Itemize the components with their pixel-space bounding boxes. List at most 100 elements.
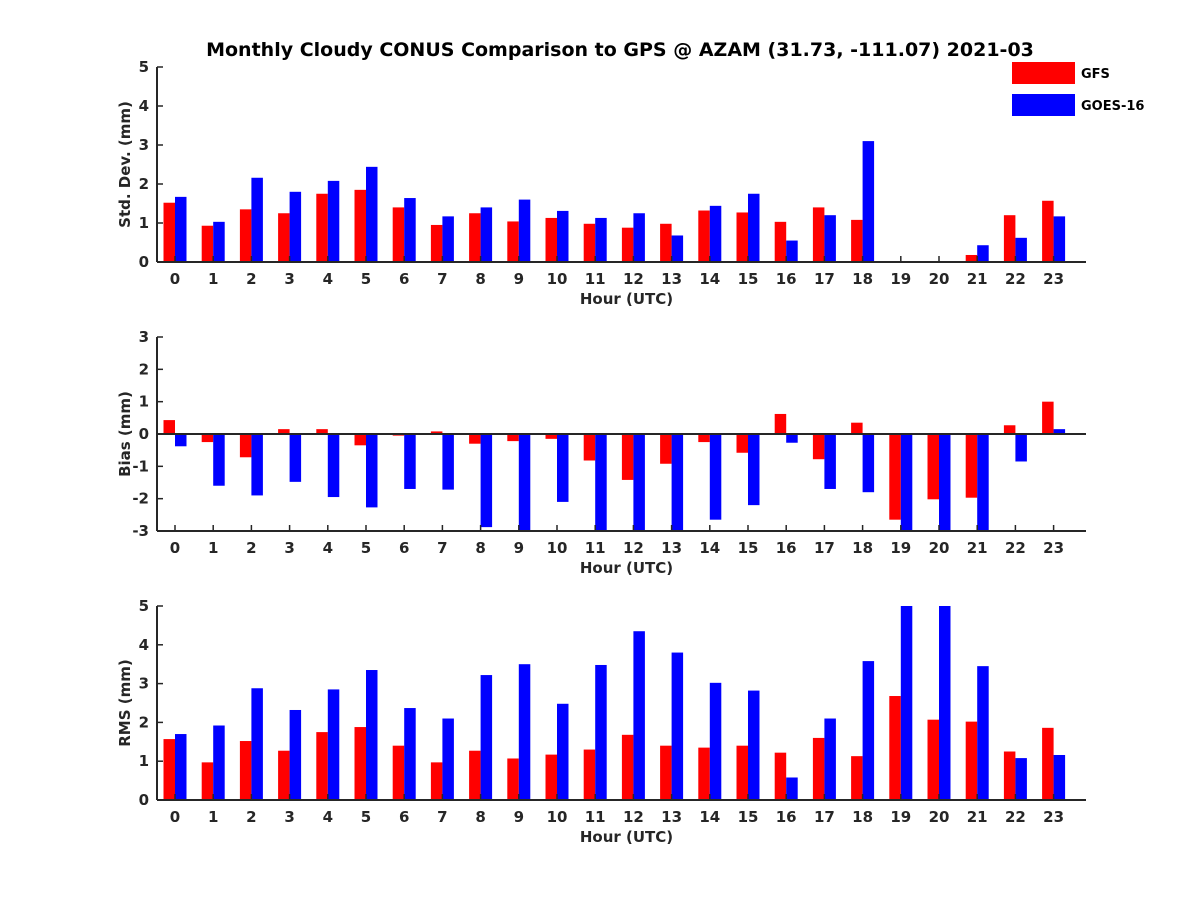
bar-goes16-hour-8: [480, 434, 493, 528]
bar-goes16-hour-2: [251, 688, 263, 800]
bar-goes16-hour-9: [518, 434, 531, 531]
bar-gfs-hour-12: [621, 734, 634, 800]
bar-gfs-hour-6: [392, 745, 405, 800]
bar-gfs-hour-16: [774, 413, 787, 434]
bar-gfs-hour-11: [583, 223, 596, 262]
bar-goes16-hour-21: [977, 666, 989, 800]
y-tick-label: 1: [139, 752, 149, 770]
x-tick-label: 19: [890, 539, 911, 557]
bar-gfs-hour-21: [965, 721, 978, 800]
bar-gfs-hour-12: [621, 434, 634, 480]
bar-goes16-hour-7: [442, 216, 454, 262]
x-tick-label: 11: [585, 808, 606, 826]
bar-gfs-hour-5: [354, 434, 366, 446]
bar-gfs-hour-7: [430, 224, 443, 262]
bar-goes16-hour-2: [251, 177, 263, 262]
bar-goes16-hour-13: [671, 434, 684, 531]
legend: GFS GOES-16: [1012, 62, 1144, 116]
bar-gfs-hour-3: [278, 750, 290, 800]
bar-gfs-hour-5: [354, 727, 366, 800]
x-tick-label: 13: [661, 808, 682, 826]
bar-goes16-hour-16: [786, 240, 798, 262]
bar-gfs-hour-17: [812, 207, 825, 262]
bar-goes16-hour-5: [366, 670, 378, 800]
x-tick-label: 2: [246, 808, 256, 826]
bar-goes16-hour-14: [709, 434, 722, 520]
bar-goes16-hour-5: [366, 166, 378, 262]
bar-goes16-hour-18: [862, 434, 875, 493]
x-tick-label: 15: [738, 808, 759, 826]
bar-goes16-hour-4: [327, 434, 340, 498]
x-tick-label: 7: [437, 539, 447, 557]
x-tick-label: 8: [475, 808, 485, 826]
x-tick-label: 5: [361, 808, 371, 826]
bar-gfs-hour-4: [316, 193, 328, 262]
bar-gfs-hour-22: [1003, 425, 1016, 434]
y-tick-label: 3: [139, 328, 149, 346]
x-tick-label: 16: [776, 539, 797, 557]
bar-goes16-hour-20: [939, 434, 951, 531]
bar-goes16-hour-23: [1053, 216, 1066, 262]
bar-gfs-hour-20: [927, 434, 939, 500]
bar-goes16-hour-10: [557, 434, 569, 502]
bar-gfs-hour-2: [239, 434, 252, 458]
y-tick-label: 4: [139, 636, 149, 654]
bar-gfs-hour-23: [1042, 401, 1054, 434]
bar-goes16-hour-21: [977, 245, 989, 262]
y-tick-label: 5: [139, 58, 149, 76]
bar-goes16-hour-20: [939, 606, 951, 800]
x-axis-label: Hour (UTC): [580, 290, 673, 308]
legend-label-goes16: GOES-16: [1081, 99, 1144, 114]
bar-gfs-hour-23: [1042, 727, 1054, 800]
bar-gfs-hour-18: [851, 422, 863, 434]
bar-gfs-hour-19: [889, 696, 901, 800]
bar-goes16-hour-13: [671, 235, 684, 262]
y-tick-label: 2: [139, 713, 149, 731]
bar-gfs-hour-15: [736, 745, 748, 800]
bar-goes16-hour-11: [595, 434, 607, 531]
bar-gfs-hour-17: [812, 737, 825, 800]
bar-goes16-hour-8: [480, 675, 493, 800]
bar-goes16-hour-3: [289, 434, 302, 482]
bar-goes16-hour-19: [900, 606, 913, 800]
x-tick-label: 12: [623, 808, 644, 826]
x-tick-label: 4: [323, 539, 333, 557]
bar-gfs-hour-17: [812, 434, 825, 460]
x-tick-label: 17: [814, 808, 835, 826]
bar-gfs-hour-6: [392, 207, 405, 262]
y-tick-label: -1: [132, 457, 149, 475]
x-tick-label: 14: [699, 270, 720, 288]
bar-goes16-hour-15: [748, 434, 760, 506]
x-tick-label: 5: [361, 539, 371, 557]
x-tick-label: 4: [323, 270, 333, 288]
x-tick-label: 10: [547, 539, 568, 557]
x-tick-label: 23: [1043, 270, 1064, 288]
bar-goes16-hour-12: [633, 213, 645, 262]
bar-gfs-hour-9: [507, 758, 519, 800]
x-tick-label: 10: [547, 808, 568, 826]
bar-gfs-hour-15: [736, 434, 748, 453]
x-tick-label: 9: [514, 270, 524, 288]
bar-goes16-hour-23: [1053, 754, 1066, 800]
bar-gfs-hour-18: [851, 219, 863, 262]
bar-goes16-hour-16: [786, 434, 798, 443]
bar-gfs-hour-14: [698, 210, 710, 262]
bar-goes16-hour-11: [595, 217, 607, 262]
bar-goes16-hour-1: [213, 221, 225, 262]
x-tick-label: 3: [284, 270, 294, 288]
bar-goes16-hour-13: [671, 652, 684, 800]
legend-swatch-gfs: [1012, 62, 1075, 84]
x-tick-label: 23: [1043, 808, 1064, 826]
bar-gfs-hour-13: [660, 745, 672, 800]
x-tick-label: 18: [852, 539, 873, 557]
bar-goes16-hour-0: [175, 734, 187, 800]
bar-gfs-hour-3: [278, 213, 290, 262]
x-tick-label: 12: [623, 270, 644, 288]
y-tick-label: 3: [139, 675, 149, 693]
x-tick-label: 1: [208, 270, 218, 288]
x-tick-label: 8: [475, 270, 485, 288]
bar-goes16-hour-7: [442, 434, 454, 490]
x-tick-label: 3: [284, 808, 294, 826]
